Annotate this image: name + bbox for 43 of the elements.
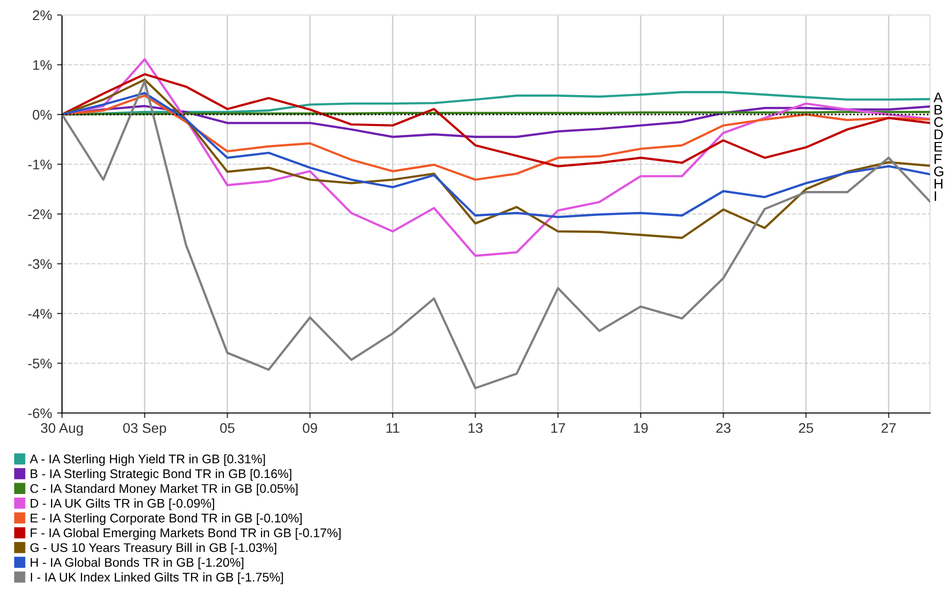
- x-tick-label: 17: [551, 423, 566, 433]
- legend-label: G - US 10 Years Treasury Bill in GB [-1.03%]: [30, 542, 276, 555]
- y-tick-label: -2%: [28, 209, 52, 220]
- text: G: [934, 166, 944, 176]
- legend-label: C - IA Standard Money Market TR in GB [0.05%]: [30, 484, 298, 496]
- x-tick-label: 27: [882, 423, 896, 433]
- x-tick-label: 13: [468, 423, 482, 433]
- line-series: [62, 78, 930, 239]
- x-tick-label: 05: [220, 423, 234, 433]
- y-tick-label: -6%: [28, 408, 52, 418]
- y-tick-label: -5%: [28, 358, 52, 368]
- x-tick-label: 19: [634, 423, 648, 433]
- text: I: [934, 191, 936, 201]
- y-tick-label: 2%: [32, 10, 52, 20]
- legend-label: F - IA Global Emerging Markets Bond TR in GB [-0.17%]: [30, 528, 341, 540]
- y-tick-label: 1%: [33, 60, 52, 70]
- text: D: [934, 130, 943, 140]
- x-tick-label: 11: [386, 423, 400, 433]
- x-tick-label: 30 Aug: [40, 423, 83, 436]
- y-tick-label: 0%: [32, 110, 52, 120]
- x-tick-label: 23: [716, 423, 730, 433]
- text: A: [934, 92, 943, 102]
- x-tick-label: 09: [302, 423, 318, 433]
- text: F: [934, 154, 942, 164]
- text: C: [934, 117, 943, 127]
- legend-label: A - IA Sterling High Yield TR in GB [0.31%]: [30, 454, 265, 466]
- legend-label: E - IA Sterling Corporate Bond TR in GB [-0.10%]: [30, 513, 302, 525]
- line-series: [62, 80, 930, 390]
- x-tick-label: 03 Sep: [123, 423, 166, 436]
- y-tick-label: -3%: [28, 259, 52, 269]
- text: B: [934, 104, 942, 115]
- line-series: [62, 94, 930, 181]
- legend-label: I - IA UK Index Linked Gilts TR in GB [-1.75%]: [30, 572, 283, 584]
- y-tick-label: -1%: [28, 160, 52, 170]
- legend-label: D - IA UK Gilts TR in GB [-0.09%]: [30, 498, 214, 510]
- y-tick-label: -4%: [28, 308, 52, 319]
- text: E: [934, 142, 942, 152]
- legend-label: H - IA Global Bonds TR in GB [-1.20%]: [30, 558, 244, 570]
- text: H: [934, 178, 942, 189]
- x-tick-label: 25: [798, 423, 814, 433]
- legend-label: B - IA Sterling Strategic Bond TR in GB [0.16%]: [30, 468, 292, 481]
- line-series: [62, 73, 930, 168]
- line-series: [62, 92, 930, 218]
